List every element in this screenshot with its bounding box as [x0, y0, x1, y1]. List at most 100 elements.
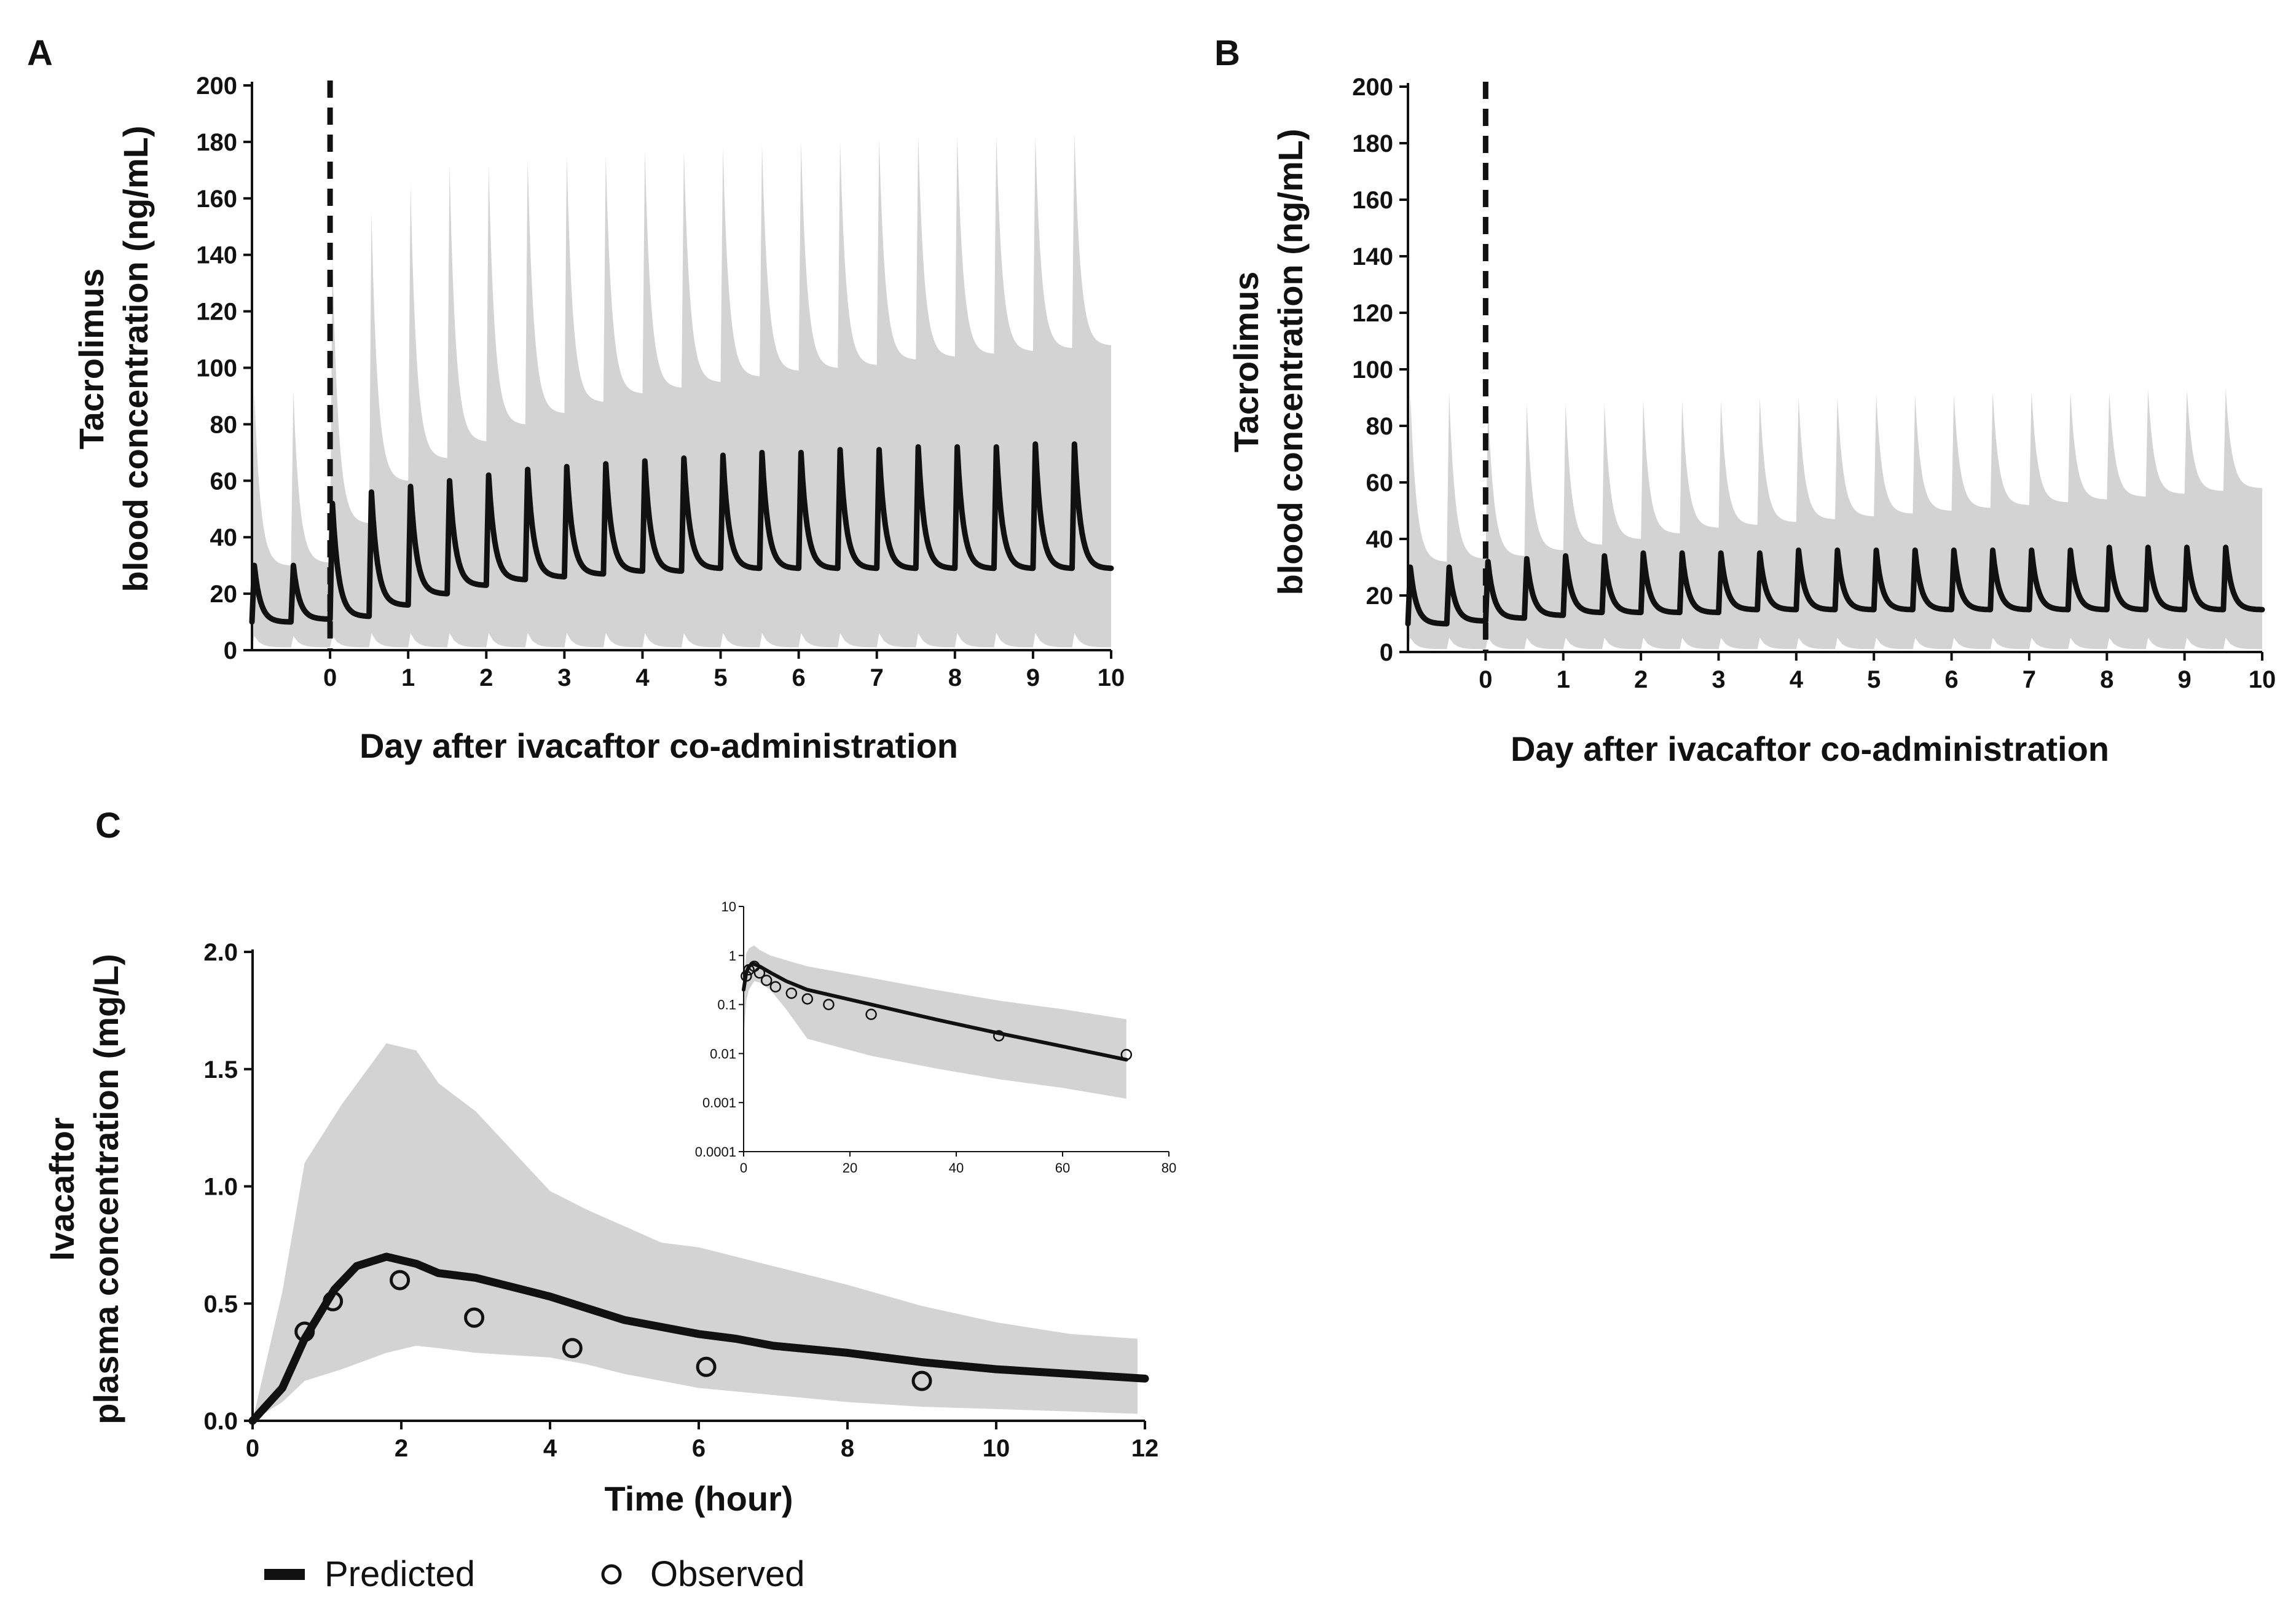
legend-observed-label: Observed [650, 1554, 804, 1594]
legend-predicted-label: Predicted [324, 1554, 475, 1594]
inset-observed-point [865, 1008, 877, 1020]
y-tick-label: 160 [1352, 187, 1393, 214]
x-tick-label: 3 [557, 664, 571, 691]
x-tick-label: 5 [1867, 666, 1881, 693]
inset-y-tick-label: 0.01 [710, 1046, 736, 1061]
y-tick-label: 20 [1366, 583, 1394, 610]
observed-point [323, 1291, 344, 1311]
x-tick-label: 4 [635, 664, 650, 691]
y-tick-label: 20 [210, 581, 238, 608]
inset-observed-point [760, 975, 773, 986]
x-tick-label: 8 [841, 1435, 854, 1462]
predicted-line [249, 441, 1114, 625]
y-tick-label: 0.5 [203, 1291, 238, 1318]
y-tick-label: 180 [196, 129, 237, 156]
x-tick-label: 2 [395, 1435, 408, 1462]
y-tick-label: 100 [1352, 356, 1393, 383]
inset-x-tick-label: 40 [949, 1160, 964, 1176]
x-tick-label: 6 [792, 664, 806, 691]
x-tick-label: 7 [870, 664, 884, 691]
x-tick-label: 6 [692, 1435, 706, 1462]
x-tick-label: 4 [1790, 666, 1804, 693]
panel-c-letter: C [95, 806, 121, 846]
y-tick-label: 1.5 [203, 1056, 238, 1083]
inset-observed-point [769, 981, 782, 992]
y-tick-label: 100 [196, 355, 237, 382]
inset-observed-point [993, 1030, 1005, 1042]
inset-y-tick-label: 0.001 [702, 1095, 736, 1110]
legend-observed-swatch [601, 1564, 622, 1585]
panel-b: 0 20 40 60 80 100 120 140 160 180 200 0 1 2 3 4 5 6 7 8 9 10 [1352, 74, 2276, 693]
panel-b-xlabel: Day after ivacaftor co-administration [1511, 729, 2109, 768]
x-tick-label: 5 [714, 664, 727, 691]
inset-y-tick-label: 1 [729, 948, 736, 964]
x-tick-label: 0 [1479, 666, 1492, 693]
y-tick-label: 0 [1380, 639, 1393, 666]
inset-x-tick-label: 20 [843, 1160, 857, 1176]
observed-point [696, 1356, 717, 1377]
observed-point [562, 1338, 583, 1359]
inset-x-tick-label: 60 [1055, 1160, 1070, 1176]
x-tick-label: 9 [2178, 666, 2192, 693]
x-tick-label: 8 [2100, 666, 2113, 693]
inset-y-tick-label: 0.1 [717, 997, 736, 1013]
y-tick-label: 1.0 [203, 1174, 238, 1201]
inset-x-tick-label: 80 [1162, 1160, 1176, 1176]
panel-a-xlabel: Day after ivacaftor co-administration [360, 726, 958, 765]
inset-x-tick-label: 0 [740, 1160, 747, 1176]
y-tick-label: 2.0 [203, 939, 238, 966]
y-tick-label: 80 [210, 411, 238, 438]
y-tick-label: 0.0 [203, 1408, 238, 1435]
y-tick-label: 120 [1352, 300, 1393, 327]
x-tick-label: 10 [1098, 664, 1125, 691]
panel-b-ylabel-line1: Tacrolimus [1227, 272, 1265, 453]
predicted-line [248, 1252, 1149, 1425]
legend: Predicted Observed [264, 1554, 804, 1594]
inset-prediction-band [744, 945, 1126, 1099]
y-tick-label: 80 [1366, 413, 1394, 440]
panel-a-ylabel-line2: blood concentration (ng/mL) [116, 125, 155, 592]
panel-c: 0.00.51.01.52.00 2 4 6 8 10 12 [203, 939, 1158, 1462]
panel-a-ylabel-line1: Tacrolimus [72, 269, 111, 450]
y-tick-label: 60 [1366, 470, 1394, 497]
y-tick-label: 40 [210, 524, 238, 551]
predicted-line [1405, 544, 2265, 627]
x-tick-label: 10 [2249, 666, 2276, 693]
panel-a-letter: A [27, 33, 53, 73]
observed-point [911, 1370, 932, 1391]
x-tick-label: 0 [323, 664, 337, 691]
y-tick-label: 60 [210, 468, 238, 495]
observed-point [464, 1307, 485, 1328]
x-tick-label: 0 [246, 1435, 259, 1462]
inset-observed-point [785, 987, 798, 999]
inset-observed-point [741, 970, 752, 982]
observed-point [390, 1270, 411, 1291]
observed-point [294, 1321, 315, 1342]
x-tick-label: 8 [948, 664, 962, 691]
x-tick-label: 4 [543, 1435, 557, 1462]
panel-b-letter: B [1214, 33, 1240, 73]
x-tick-label: 3 [1712, 666, 1725, 693]
inset-observed-point [753, 967, 766, 979]
x-tick-label: 9 [1026, 664, 1040, 691]
prediction-band [1408, 389, 2262, 650]
x-tick-label: 10 [983, 1435, 1010, 1462]
x-tick-label: 1 [401, 664, 415, 691]
y-tick-label: 180 [1352, 130, 1393, 157]
panel-c-ylabel-line2: plasma concentration (mg/L) [87, 954, 125, 1424]
y-tick-label: 140 [1352, 243, 1393, 270]
y-tick-label: 200 [196, 73, 237, 100]
y-tick-label: 0 [224, 637, 237, 664]
x-tick-label: 1 [1557, 666, 1570, 693]
inset-observed-point [823, 999, 835, 1010]
inset-observed-point [1120, 1048, 1133, 1061]
panel-c-xlabel: Time (hour) [605, 1479, 793, 1518]
panel-b-ylabel-line2: blood concentration (ng/mL) [1271, 128, 1310, 595]
x-tick-label: 2 [1634, 666, 1648, 693]
x-tick-label: 2 [479, 664, 493, 691]
y-tick-label: 140 [196, 242, 237, 269]
panel-c-ylabel-line1: Ivacaftor [42, 1117, 81, 1260]
inset-observed-point [801, 993, 814, 1005]
panel-a: 0 20 40 60 80 100 120 140 160 180 200 0 1 2 3 4 5 6 7 8 9 10 [196, 73, 1125, 691]
